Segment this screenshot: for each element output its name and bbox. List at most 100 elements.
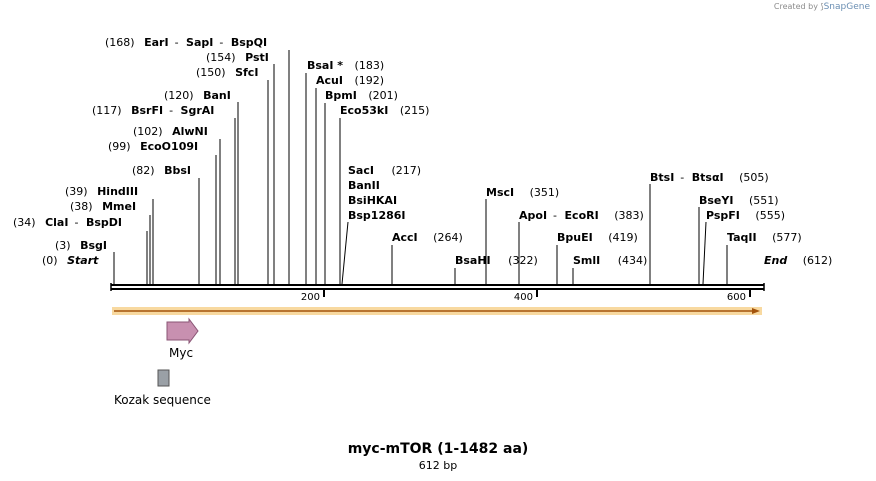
site-pos: (555) bbox=[755, 209, 785, 222]
site-label-bsp1286i[interactable]: Bsp1286I bbox=[348, 209, 406, 222]
site-label-bsihkai[interactable]: BsiHKAI bbox=[348, 194, 397, 207]
site-label-btsi[interactable]: BtsI - BtsαI (505) bbox=[650, 171, 769, 184]
site-label-msci[interactable]: MscI (351) bbox=[486, 186, 559, 199]
site-name: MmeI bbox=[102, 200, 136, 213]
map-title: myc-mTOR (1-1482 aa) bbox=[347, 441, 529, 457]
site-pos: (154) bbox=[206, 51, 236, 64]
site-name: EcoRI bbox=[565, 209, 599, 222]
site-pos: (102) bbox=[133, 125, 163, 138]
site-pos: (577) bbox=[772, 231, 802, 244]
site-name: BpmI bbox=[325, 89, 357, 102]
site-name: BbsI bbox=[164, 164, 191, 177]
site-lines bbox=[113, 50, 728, 285]
site-name: SgrAI bbox=[181, 104, 215, 117]
site-label-end[interactable]: End (612) bbox=[764, 254, 832, 267]
site-name: ApoI bbox=[519, 209, 547, 222]
site-pos: (551) bbox=[749, 194, 779, 207]
site-label-bpmi[interactable]: BpmI (201) bbox=[325, 89, 398, 102]
site-pos: (322) bbox=[508, 254, 538, 267]
site-pos: (39) bbox=[65, 185, 88, 198]
site-label-eari[interactable]: (168) EarI - SapI - BspQI bbox=[105, 36, 267, 49]
site-label-smli[interactable]: SmlI (434) bbox=[573, 254, 647, 267]
feature-myc[interactable]: Myc bbox=[166, 317, 199, 360]
site-pos: (217) bbox=[391, 164, 421, 177]
ruler-label: 600 bbox=[727, 292, 746, 303]
site-name: SmlI bbox=[573, 254, 600, 267]
site-name: BspDI bbox=[86, 216, 122, 229]
feature-label-myc: Myc bbox=[169, 346, 193, 360]
site-labels: (168) EarI - SapI - BspQI (154) PstI (150)… bbox=[13, 36, 832, 267]
site-label-ecoo109i[interactable]: (99) EcoO109I bbox=[108, 140, 198, 153]
site-pos: (434) bbox=[618, 254, 648, 267]
site-label-psti[interactable]: (154) PstI bbox=[206, 51, 269, 64]
site-name: SacI bbox=[348, 164, 374, 177]
site-name: ClaI bbox=[45, 216, 68, 229]
feature-kozak[interactable]: Kozak sequence bbox=[114, 369, 211, 407]
ruler-label: 400 bbox=[514, 292, 533, 303]
site-name: BsaHI bbox=[455, 254, 491, 267]
site-line-saci bbox=[341, 221, 349, 285]
site-label-bbsi[interactable]: (82) BbsI bbox=[132, 164, 191, 177]
site-pos: (201) bbox=[368, 89, 398, 102]
full-length-arrow-head bbox=[752, 308, 760, 314]
kozak-box-icon bbox=[157, 369, 170, 387]
site-label-pspfi[interactable]: PspFI (555) bbox=[706, 209, 785, 222]
site-name: BanI bbox=[203, 89, 231, 102]
site-label-bsrfi[interactable]: (117) BsrFI - SgrAI bbox=[92, 104, 214, 117]
site-name: BspQI bbox=[231, 36, 267, 49]
site-label-bsai[interactable]: BsaI * (183) bbox=[307, 59, 384, 72]
site-label-saci[interactable]: SacI (217) bbox=[348, 164, 421, 177]
site-name: EcoO109I bbox=[140, 140, 198, 153]
site-label-bani[interactable]: (120) BanI bbox=[164, 89, 231, 102]
map-length: 612 bp bbox=[418, 459, 458, 472]
site-label-mmei[interactable]: (38) MmeI bbox=[70, 200, 136, 213]
site-name: SapI bbox=[186, 36, 213, 49]
site-pos: (99) bbox=[108, 140, 131, 153]
ruler-label: 200 bbox=[301, 292, 320, 303]
site-pos: (351) bbox=[530, 186, 560, 199]
site-name: Eco53kI bbox=[340, 104, 388, 117]
site-label-bsahi[interactable]: BsaHI (322) bbox=[455, 254, 538, 267]
site-pos: (0) bbox=[42, 254, 58, 267]
watermark-brand: SnapGene bbox=[823, 2, 870, 12]
site-label-apoi[interactable]: ApoI - EcoRI (383) bbox=[519, 209, 644, 222]
watermark-prefix: Created by bbox=[773, 2, 818, 11]
site-name: EarI bbox=[144, 36, 168, 49]
site-label-bsgi[interactable]: (3) BsgI bbox=[55, 239, 107, 252]
site-line-pspfi bbox=[702, 221, 707, 285]
site-label-acci[interactable]: AccI (264) bbox=[392, 231, 463, 244]
site-name: BtsI bbox=[650, 171, 674, 184]
site-label-hindiii[interactable]: (39) HindIII bbox=[65, 185, 138, 198]
snapgene-watermark: Created by ⟆SnapGene bbox=[774, 2, 870, 12]
site-label-bpuei[interactable]: BpuEI (419) bbox=[557, 231, 638, 244]
site-label-clai[interactable]: (34) ClaI - BspDI bbox=[13, 216, 122, 229]
site-pos: (150) bbox=[196, 66, 226, 79]
site-label-acui[interactable]: AcuI (192) bbox=[316, 74, 384, 87]
site-pos: (120) bbox=[164, 89, 194, 102]
full-length-arrow[interactable] bbox=[112, 307, 762, 315]
site-name: TaqII bbox=[727, 231, 757, 244]
site-name: SfcI bbox=[235, 66, 258, 79]
site-name: AcuI bbox=[316, 74, 343, 87]
site-name: BsrFI bbox=[131, 104, 163, 117]
site-label-sfci[interactable]: (150) SfcI bbox=[196, 66, 258, 79]
site-label-taqii[interactable]: TaqII (577) bbox=[727, 231, 802, 244]
site-pos: (183) bbox=[355, 59, 385, 72]
site-name: BtsαI bbox=[692, 171, 724, 184]
site-label-alwni[interactable]: (102) AlwNI bbox=[133, 125, 208, 138]
site-name: End bbox=[764, 254, 787, 267]
site-pos: (383) bbox=[614, 209, 644, 222]
site-label-eco53ki[interactable]: Eco53kI (215) bbox=[340, 104, 429, 117]
site-name: PstI bbox=[245, 51, 269, 64]
site-pos: (117) bbox=[92, 104, 122, 117]
site-pos: (168) bbox=[105, 36, 135, 49]
site-label-banii[interactable]: BanII bbox=[348, 179, 380, 192]
site-name: BsaI * bbox=[307, 59, 343, 72]
site-pos: (38) bbox=[70, 200, 93, 213]
site-pos: (264) bbox=[433, 231, 463, 244]
site-label-bseyi[interactable]: BseYI (551) bbox=[699, 194, 779, 207]
site-name: AlwNI bbox=[172, 125, 208, 138]
site-pos: (192) bbox=[354, 74, 384, 87]
ruler: 200 400 600 bbox=[301, 289, 751, 303]
site-label-start[interactable]: (0) Start bbox=[42, 254, 99, 267]
